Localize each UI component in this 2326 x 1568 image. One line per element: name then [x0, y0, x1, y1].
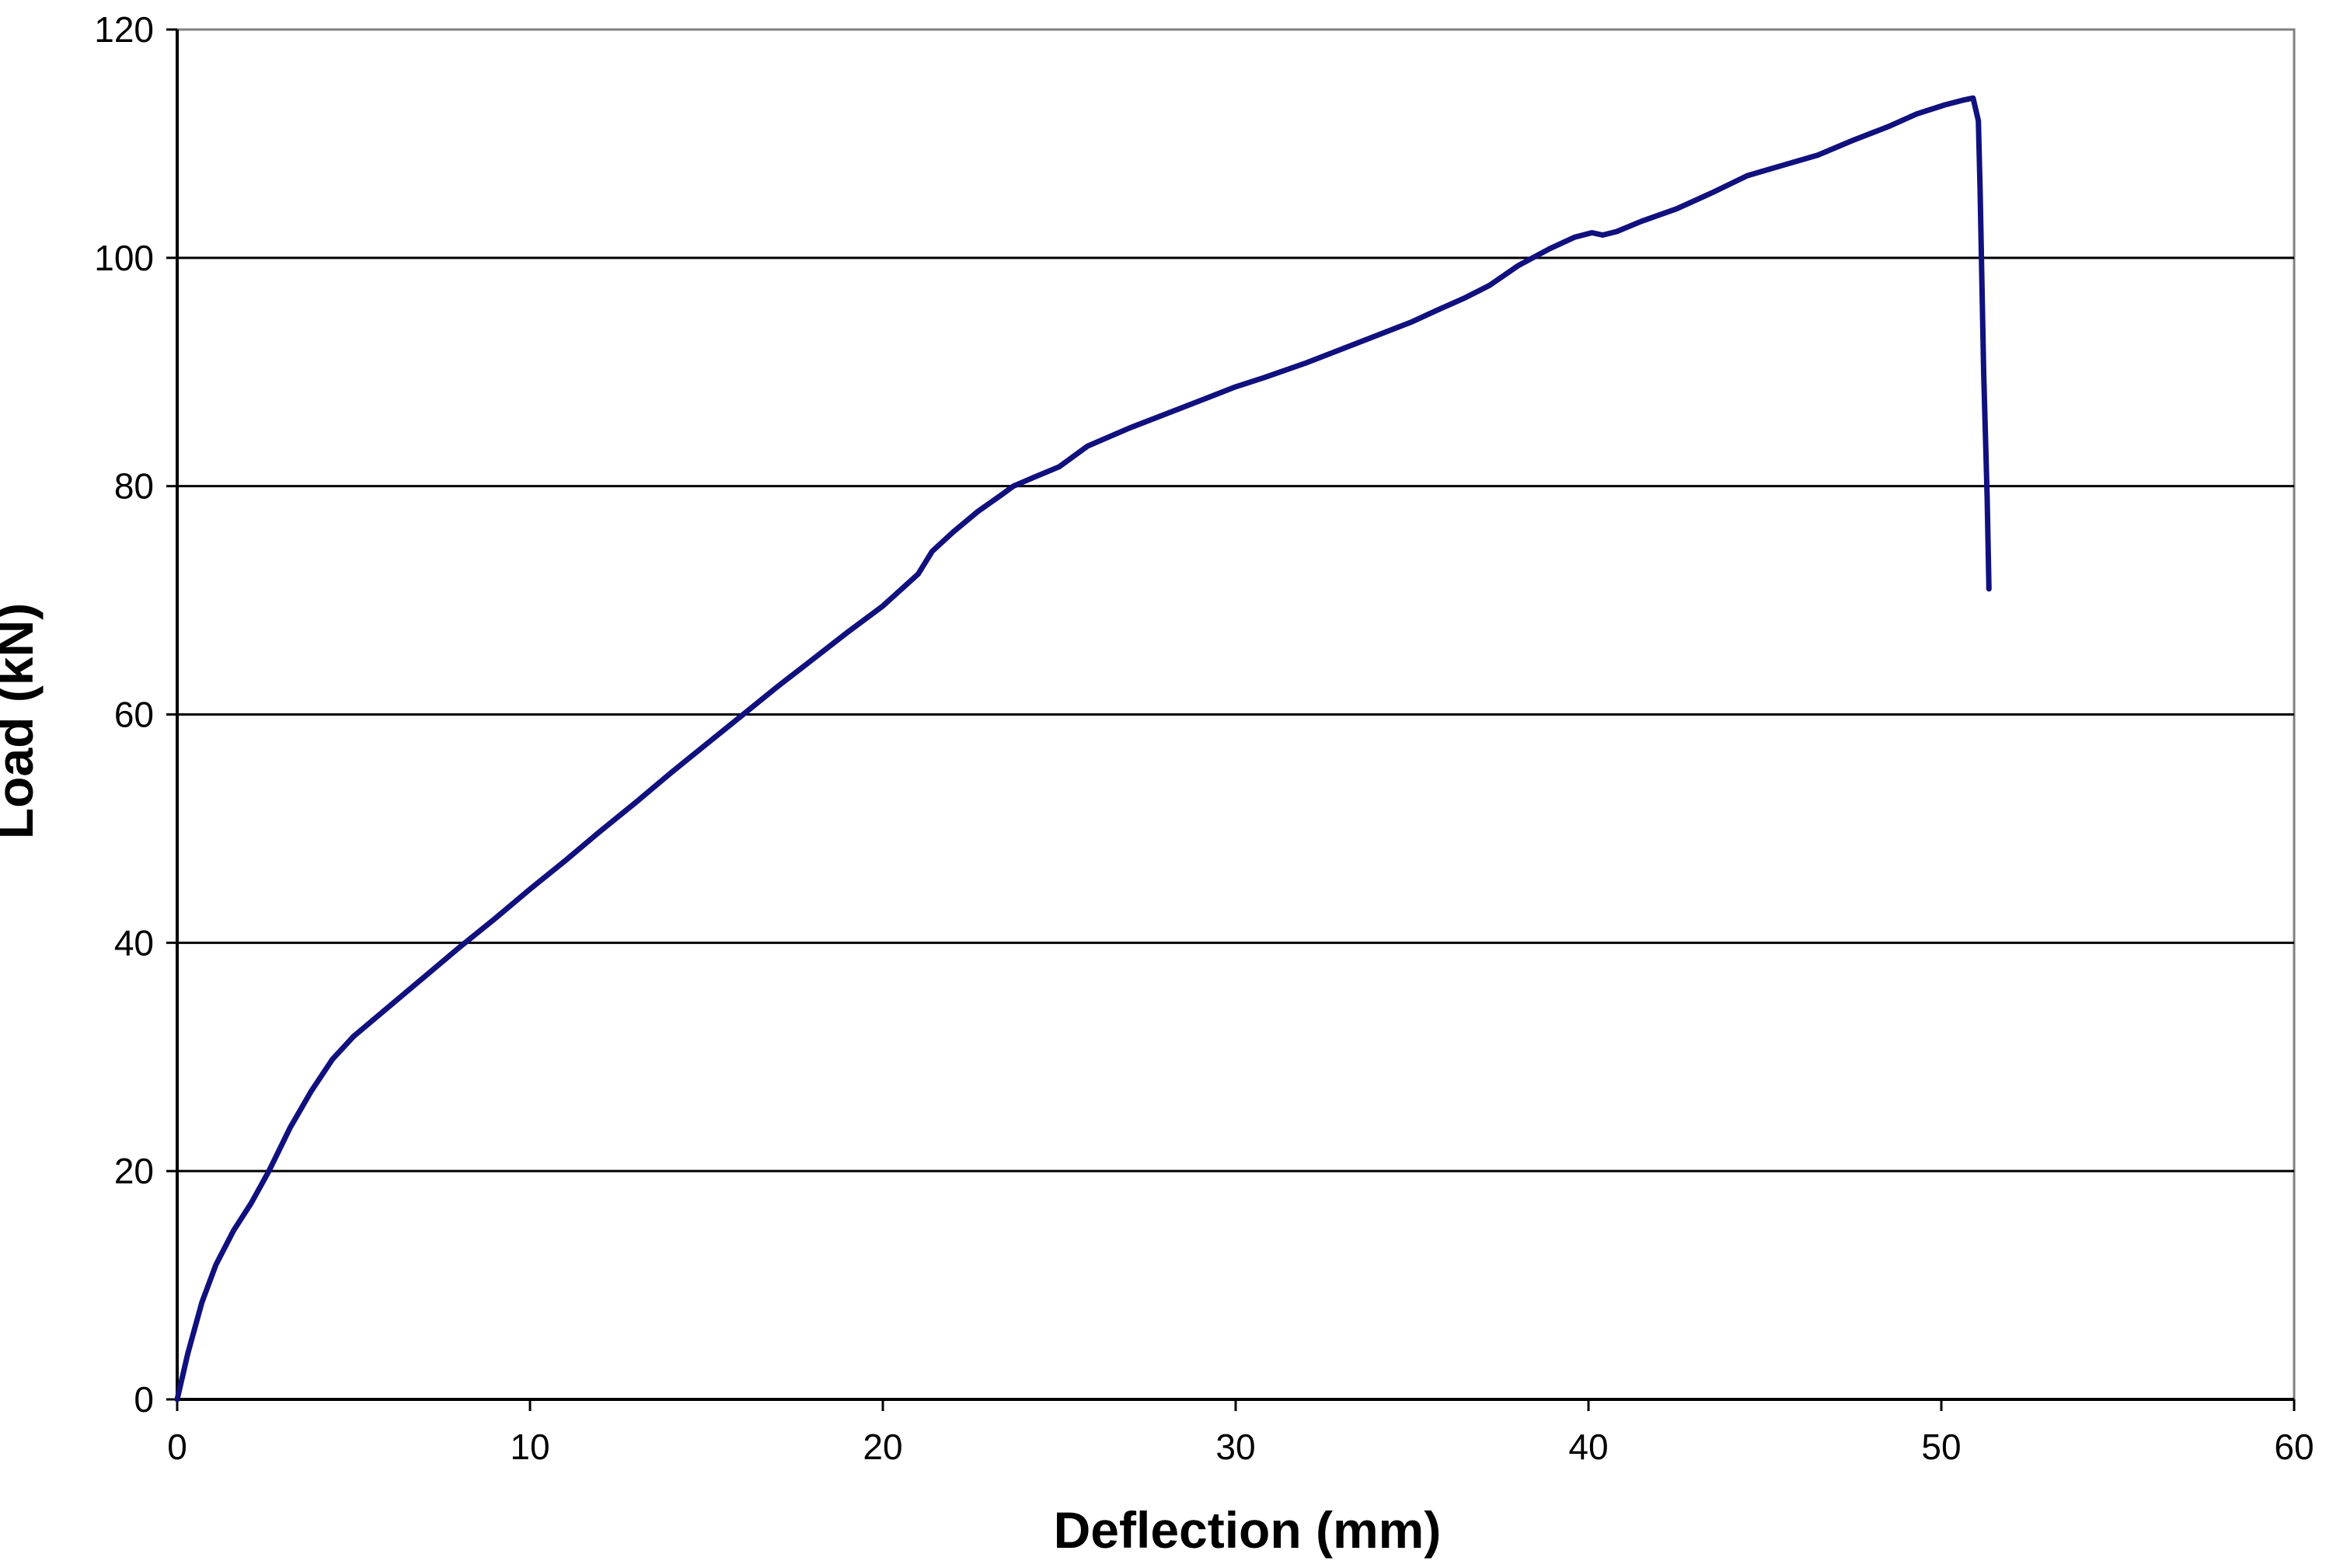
y-tick-label-0: 0 [134, 1379, 154, 1420]
x-tick-label-40: 40 [1568, 1427, 1608, 1467]
load-deflection-curve [174, 95, 1992, 1402]
x-tick-label-0: 0 [167, 1427, 187, 1467]
y-tick-label-60: 60 [114, 695, 154, 735]
series-group [174, 95, 1992, 1402]
x-tick-labels: 0 10 20 30 40 50 60 [167, 1427, 2314, 1467]
x-tick-label-20: 20 [863, 1427, 902, 1467]
y-tick-label-100: 100 [94, 238, 154, 278]
y-tick-labels: 0 20 40 60 80 100 120 [94, 9, 154, 1420]
y-tick-label-80: 80 [114, 466, 154, 507]
x-tick-label-50: 50 [1921, 1427, 1961, 1467]
y-tick-label-120: 120 [94, 9, 154, 50]
tick-marks [166, 28, 2296, 1411]
y-tick-label-40: 40 [114, 922, 154, 963]
x-tick-label-10: 10 [510, 1427, 549, 1467]
x-axis-title: Deflection (mm) [1054, 1501, 1442, 1559]
y-gridlines [177, 256, 2294, 1173]
y-tick-label-20: 20 [114, 1151, 154, 1191]
x-tick-label-30: 30 [1215, 1427, 1255, 1467]
x-tick-label-60: 60 [2274, 1427, 2314, 1467]
y-axis-title: Load (kN) [0, 603, 44, 839]
